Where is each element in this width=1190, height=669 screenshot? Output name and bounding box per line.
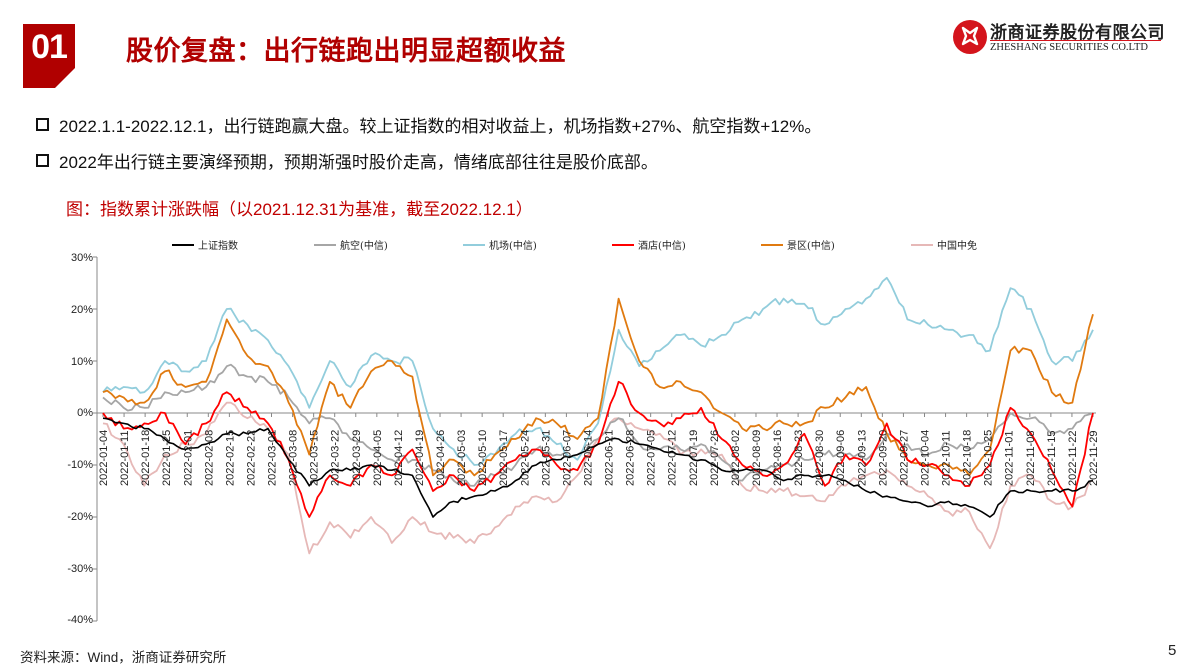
svg-text:2022-02-01: 2022-02-01 xyxy=(182,430,194,486)
chart-series-lines xyxy=(102,276,1094,555)
svg-text:2022-06-07: 2022-06-07 xyxy=(561,430,573,486)
svg-text:2022-04-19: 2022-04-19 xyxy=(414,430,426,486)
y-tick-label: -10% xyxy=(67,459,93,471)
square-bullet-icon xyxy=(36,154,49,167)
svg-text:2022-11-15: 2022-11-15 xyxy=(1046,431,1058,486)
legend-swatch xyxy=(761,244,783,246)
y-tick-label: 0% xyxy=(77,407,93,419)
svg-text:2022-10-18: 2022-10-18 xyxy=(962,430,974,486)
y-tick-label: 20% xyxy=(70,304,93,316)
svg-text:2022-05-03: 2022-05-03 xyxy=(456,430,468,486)
svg-text:2022-02-22: 2022-02-22 xyxy=(245,430,257,486)
svg-text:2022-08-16: 2022-08-16 xyxy=(772,430,784,486)
source-note: 资料来源：Wind，浙商证券研究所 xyxy=(20,650,227,665)
logo-name-en: ZHESHANG SECURITIES CO.LTD xyxy=(990,42,1148,53)
svg-text:2022-07-12: 2022-07-12 xyxy=(667,430,679,486)
section-badge-corner xyxy=(54,67,76,89)
svg-text:2022-05-10: 2022-05-10 xyxy=(477,430,489,486)
svg-text:2022-02-15: 2022-02-15 xyxy=(224,430,236,486)
svg-text:2022-11-08: 2022-11-08 xyxy=(1025,431,1037,486)
svg-text:2022-01-18: 2022-01-18 xyxy=(140,430,152,486)
bullet-item: 2022年出行链主要演绎预期，预期渐强时股价走高，情绪底部往往是股价底部。 xyxy=(36,148,658,173)
svg-text:2022-07-26: 2022-07-26 xyxy=(709,430,721,486)
svg-text:2022-10-11: 2022-10-11 xyxy=(941,431,953,486)
legend-item: 机场(中信) xyxy=(463,237,537,252)
y-tick-label: 30% xyxy=(70,252,93,264)
svg-text:2022-08-23: 2022-08-23 xyxy=(793,430,805,486)
legend-swatch xyxy=(612,244,634,246)
svg-text:2022-05-17: 2022-05-17 xyxy=(498,430,510,486)
y-tick-label: -40% xyxy=(67,614,93,626)
svg-text:2022-04-05: 2022-04-05 xyxy=(372,430,384,486)
svg-text:2022-09-20: 2022-09-20 xyxy=(877,430,889,486)
x-axis-labels: 2022-01-04 2022-01-11 2022-01-18 2022-01-25… xyxy=(98,430,1100,486)
svg-text:2022-07-19: 2022-07-19 xyxy=(688,430,700,486)
legend-item: 酒店(中信) xyxy=(612,237,686,252)
svg-text:2022-11-29: 2022-11-29 xyxy=(1088,431,1100,486)
svg-text:2022-06-21: 2022-06-21 xyxy=(604,430,616,486)
chart-legend: 上证指数 航空(中信) 机场(中信) 酒店(中信) 景区(中信) 中国中免 xyxy=(0,237,1190,253)
svg-text:2022-10-25: 2022-10-25 xyxy=(983,430,995,486)
section-number: 01 xyxy=(31,28,68,66)
svg-text:2022-03-01: 2022-03-01 xyxy=(267,430,279,486)
page-number: 5 xyxy=(1168,642,1177,659)
chart-axes xyxy=(93,256,1096,622)
figure-title: 图：指数累计涨跌幅（以2021.12.31为基准，截至2022.12.1） xyxy=(66,200,533,219)
logo-name-cn: 浙商证券股份有限公司 xyxy=(990,23,1165,42)
svg-text:2022-04-12: 2022-04-12 xyxy=(393,430,405,486)
legend-item: 中国中免 xyxy=(911,237,977,252)
y-tick-label: -20% xyxy=(67,511,93,523)
svg-text:2022-02-08: 2022-02-08 xyxy=(203,430,215,486)
series-line xyxy=(102,363,1094,487)
logo-divider xyxy=(990,40,1161,41)
page-title: 股价复盘：出行链跑出明显超额收益 xyxy=(126,36,566,66)
svg-text:2022-01-04: 2022-01-04 xyxy=(98,430,110,486)
bullet-text: 2022年出行链主要演绎预期，预期渐强时股价走高，情绪底部往往是股价底部。 xyxy=(59,153,658,172)
svg-text:2022-03-15: 2022-03-15 xyxy=(309,430,321,486)
svg-text:2022-09-13: 2022-09-13 xyxy=(856,430,868,486)
y-tick-label: -30% xyxy=(67,563,93,575)
svg-text:2022-03-08: 2022-03-08 xyxy=(288,430,300,486)
legend-swatch xyxy=(911,244,933,246)
square-bullet-icon xyxy=(36,118,49,131)
svg-text:2022-04-26: 2022-04-26 xyxy=(435,430,447,486)
svg-text:2022-05-24: 2022-05-24 xyxy=(519,430,531,486)
svg-text:2022-01-11: 2022-01-11 xyxy=(119,431,131,486)
legend-swatch xyxy=(314,244,336,246)
svg-text:2022-03-22: 2022-03-22 xyxy=(330,430,342,486)
svg-text:2022-06-28: 2022-06-28 xyxy=(625,430,637,486)
svg-text:2022-05-31: 2022-05-31 xyxy=(540,430,552,486)
legend-item: 上证指数 xyxy=(172,237,238,252)
series-line xyxy=(102,417,1094,518)
series-line xyxy=(102,276,1094,466)
logo-mark-icon xyxy=(953,20,987,54)
bullet-item: 2022.1.1-2022.12.1，出行链跑赢大盘。较上证指数的相对收益上，机… xyxy=(36,112,821,137)
svg-text:2022-03-29: 2022-03-29 xyxy=(351,430,363,486)
svg-text:2022-11-01: 2022-11-01 xyxy=(1004,431,1016,486)
legend-swatch xyxy=(463,244,485,246)
svg-text:2022-06-14: 2022-06-14 xyxy=(582,430,594,486)
company-logo: 浙商证券股份有限公司 ZHESHANG SECURITIES CO.LTD xyxy=(953,20,1165,58)
svg-text:2022-09-27: 2022-09-27 xyxy=(898,430,910,486)
svg-text:2022-11-22: 2022-11-22 xyxy=(1067,431,1079,486)
bullet-text: 2022.1.1-2022.12.1，出行链跑赢大盘。较上证指数的相对收益上，机… xyxy=(59,117,822,136)
legend-item: 景区(中信) xyxy=(761,237,835,252)
svg-text:2022-08-09: 2022-08-09 xyxy=(751,430,763,486)
svg-text:2022-09-06: 2022-09-06 xyxy=(835,430,847,486)
legend-swatch xyxy=(172,244,194,246)
svg-text:2022-10-04: 2022-10-04 xyxy=(919,430,931,486)
svg-text:2022-07-05: 2022-07-05 xyxy=(646,430,658,486)
svg-text:2022-01-25: 2022-01-25 xyxy=(161,430,173,486)
y-tick-label: 10% xyxy=(70,356,93,368)
svg-text:2022-08-02: 2022-08-02 xyxy=(730,430,742,486)
svg-text:2022-08-30: 2022-08-30 xyxy=(814,430,826,486)
legend-item: 航空(中信) xyxy=(314,237,388,252)
